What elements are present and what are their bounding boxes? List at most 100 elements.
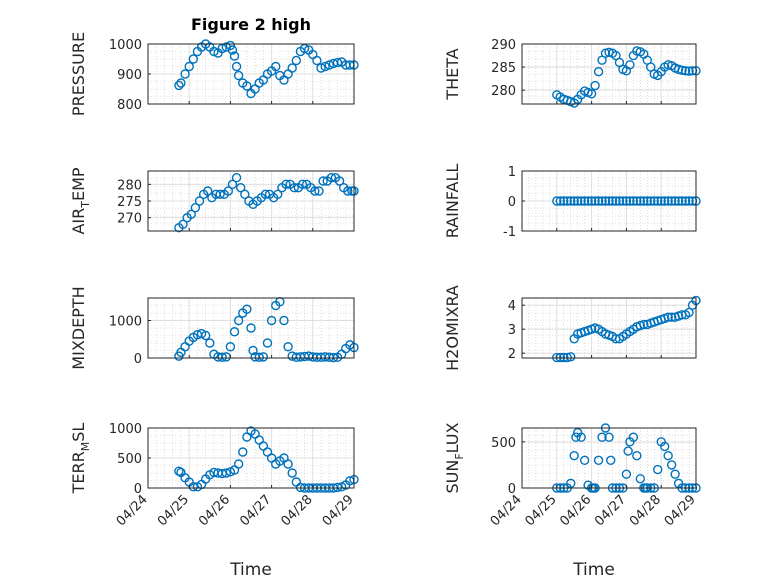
data-point: [583, 196, 593, 206]
data-point: [684, 307, 694, 318]
data-point: [316, 63, 326, 73]
y-tick-label: 500: [491, 436, 516, 451]
data-point: [593, 66, 604, 77]
data-point: [646, 196, 656, 206]
data-point: [209, 46, 219, 57]
data-point: [242, 81, 252, 91]
data-point: [559, 196, 569, 206]
data-point: [673, 196, 684, 206]
data-point: [227, 45, 238, 55]
data-point: [229, 327, 240, 337]
x-tick-label: 04/27: [592, 492, 629, 529]
subplot-3: 270 275 280 AIRTEMP: [69, 167, 359, 235]
data-point: [628, 196, 639, 206]
data-point: [562, 196, 572, 206]
data-point: [659, 196, 670, 206]
data-point: [625, 60, 635, 70]
y-tick-label: 0: [134, 352, 142, 367]
data-point: [332, 482, 343, 493]
data-point: [604, 432, 614, 442]
y-axis-label: AIRTEMP: [69, 167, 92, 234]
y-tick-label: 280: [491, 84, 516, 99]
data-point: [670, 469, 680, 479]
data-point: [623, 446, 633, 456]
data-point: [680, 66, 691, 76]
y-tick-label: -1: [503, 225, 516, 240]
data-point: [217, 352, 227, 362]
data-point: [291, 55, 302, 66]
y-tick-label: 900: [117, 68, 142, 83]
data-point: [653, 464, 663, 475]
data-point: [663, 312, 673, 322]
data-point: [670, 196, 680, 206]
data-point: [227, 179, 238, 190]
data-point: [677, 65, 687, 76]
data-point: [180, 69, 190, 79]
data-point: [576, 196, 586, 206]
y-tick-label: 1: [508, 165, 516, 180]
y-tick-label: 0: [508, 195, 516, 210]
data-point: [229, 51, 240, 61]
y-axis-label: MIXDEPTH: [69, 286, 88, 369]
data-point: [632, 450, 642, 461]
data-point: [666, 460, 677, 470]
data-point: [223, 186, 234, 196]
subplot-1: 800 900 1000 PRESSURE: [69, 32, 359, 116]
y-tick-label: 0: [508, 482, 516, 497]
y-tick-label: 1000: [109, 422, 142, 437]
x-axis-label-left: Time: [229, 560, 272, 580]
y-axis-label: THETA: [443, 48, 462, 100]
x-tick-label: 04/27: [237, 492, 274, 529]
data-point: [659, 441, 670, 452]
y-axis-label: PRESSURE: [69, 32, 88, 116]
data-point: [231, 61, 242, 72]
data-point: [178, 219, 188, 230]
y-tick-label: 290: [491, 38, 516, 53]
subplot-4: -1 0 1 RAINFALL: [443, 164, 701, 240]
data-point: [289, 182, 299, 193]
x-tick-label: 04/26: [196, 492, 233, 529]
data-point: [628, 432, 639, 442]
data-point: [233, 315, 244, 326]
y-tick-label: 270: [117, 212, 142, 227]
data-point: [225, 342, 236, 352]
y-tick-label: 1000: [109, 38, 142, 53]
x-tick-label: 04/29: [320, 492, 357, 529]
x-tick-label: 04/25: [155, 492, 192, 529]
data-point: [576, 432, 586, 442]
data-point: [332, 57, 343, 68]
data-point: [590, 196, 600, 206]
data-point: [604, 196, 614, 206]
data-point: [174, 80, 184, 91]
data-point: [572, 196, 583, 206]
y-tick-label: 500: [117, 452, 142, 467]
subplot-7: 0 500 1000 04/24 04/25 04/26 04/27 04/28 04/29 TE…: [69, 422, 359, 529]
x-tick-label: 04/24: [488, 492, 525, 529]
data-point: [569, 196, 579, 206]
data-point: [614, 196, 625, 206]
data-point: [621, 196, 632, 206]
axes-frame: [147, 297, 355, 359]
data-point: [260, 189, 271, 200]
data-point: [607, 196, 618, 206]
data-point: [593, 455, 604, 466]
data-point: [621, 469, 632, 479]
data-point: [287, 468, 297, 478]
data-point: [240, 189, 250, 200]
data-point: [279, 315, 289, 326]
data-point: [606, 455, 616, 466]
data-point: [687, 66, 698, 76]
data-point: [635, 196, 646, 206]
y-axis-label: TERRMSL: [69, 423, 92, 495]
subplot-6: 2 3 4 H2OMIXRA: [443, 285, 701, 371]
data-point: [687, 196, 698, 206]
data-point: [190, 202, 201, 213]
figure-title: Figure 2 high: [191, 15, 311, 34]
x-tick-label: 04/26: [557, 492, 594, 529]
y-tick-label: 285: [491, 61, 516, 76]
data-point: [271, 61, 281, 72]
data-point: [188, 54, 199, 64]
data-point: [205, 338, 215, 348]
